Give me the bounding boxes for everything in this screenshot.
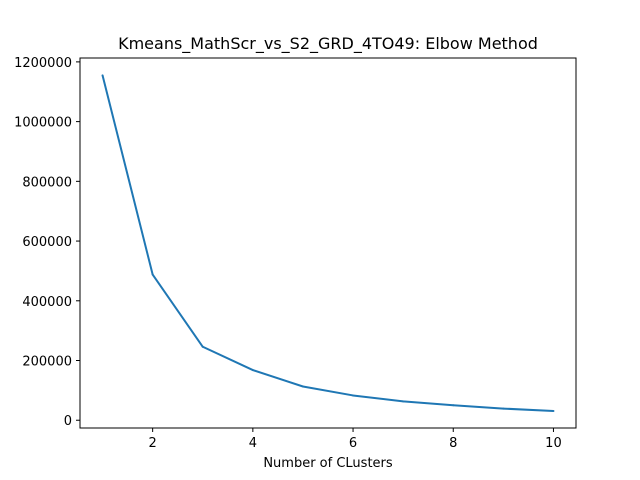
plot-frame	[79, 57, 577, 429]
y-tick-label: 1200000	[14, 56, 72, 71]
y-tick-label: 200000	[22, 355, 72, 370]
data-point	[201, 345, 204, 348]
data-point	[352, 394, 355, 397]
x-tick-label: 10	[545, 436, 562, 451]
x-axis-label: Number of CLusters	[263, 456, 393, 471]
data-point	[151, 273, 154, 276]
y-tick-label: 600000	[22, 235, 72, 250]
ticks-layer: 2 4 6 8 10 0 200000 400000 600000 800000 1000000 12…	[14, 56, 562, 451]
data-point	[502, 407, 505, 410]
series-line-0	[101, 75, 554, 412]
x-tick-label: 8	[449, 436, 457, 451]
data-point	[251, 369, 254, 372]
data-point	[452, 404, 455, 407]
data-point	[402, 400, 405, 403]
x-tick-label: 4	[249, 436, 257, 451]
series-layer	[101, 74, 555, 412]
y-tick-label: 800000	[22, 175, 72, 190]
data-point	[101, 74, 104, 77]
x-tick-label: 6	[349, 436, 357, 451]
data-point	[552, 409, 555, 412]
x-tick-label: 2	[149, 436, 157, 451]
chart-title: Kmeans_MathScr_vs_S2_GRD_4TO49: Elbow Me…	[118, 34, 538, 54]
y-tick-label: 400000	[22, 295, 72, 310]
data-point	[301, 385, 304, 388]
y-tick-label: 0	[64, 414, 72, 429]
y-tick-label: 1000000	[14, 116, 72, 131]
